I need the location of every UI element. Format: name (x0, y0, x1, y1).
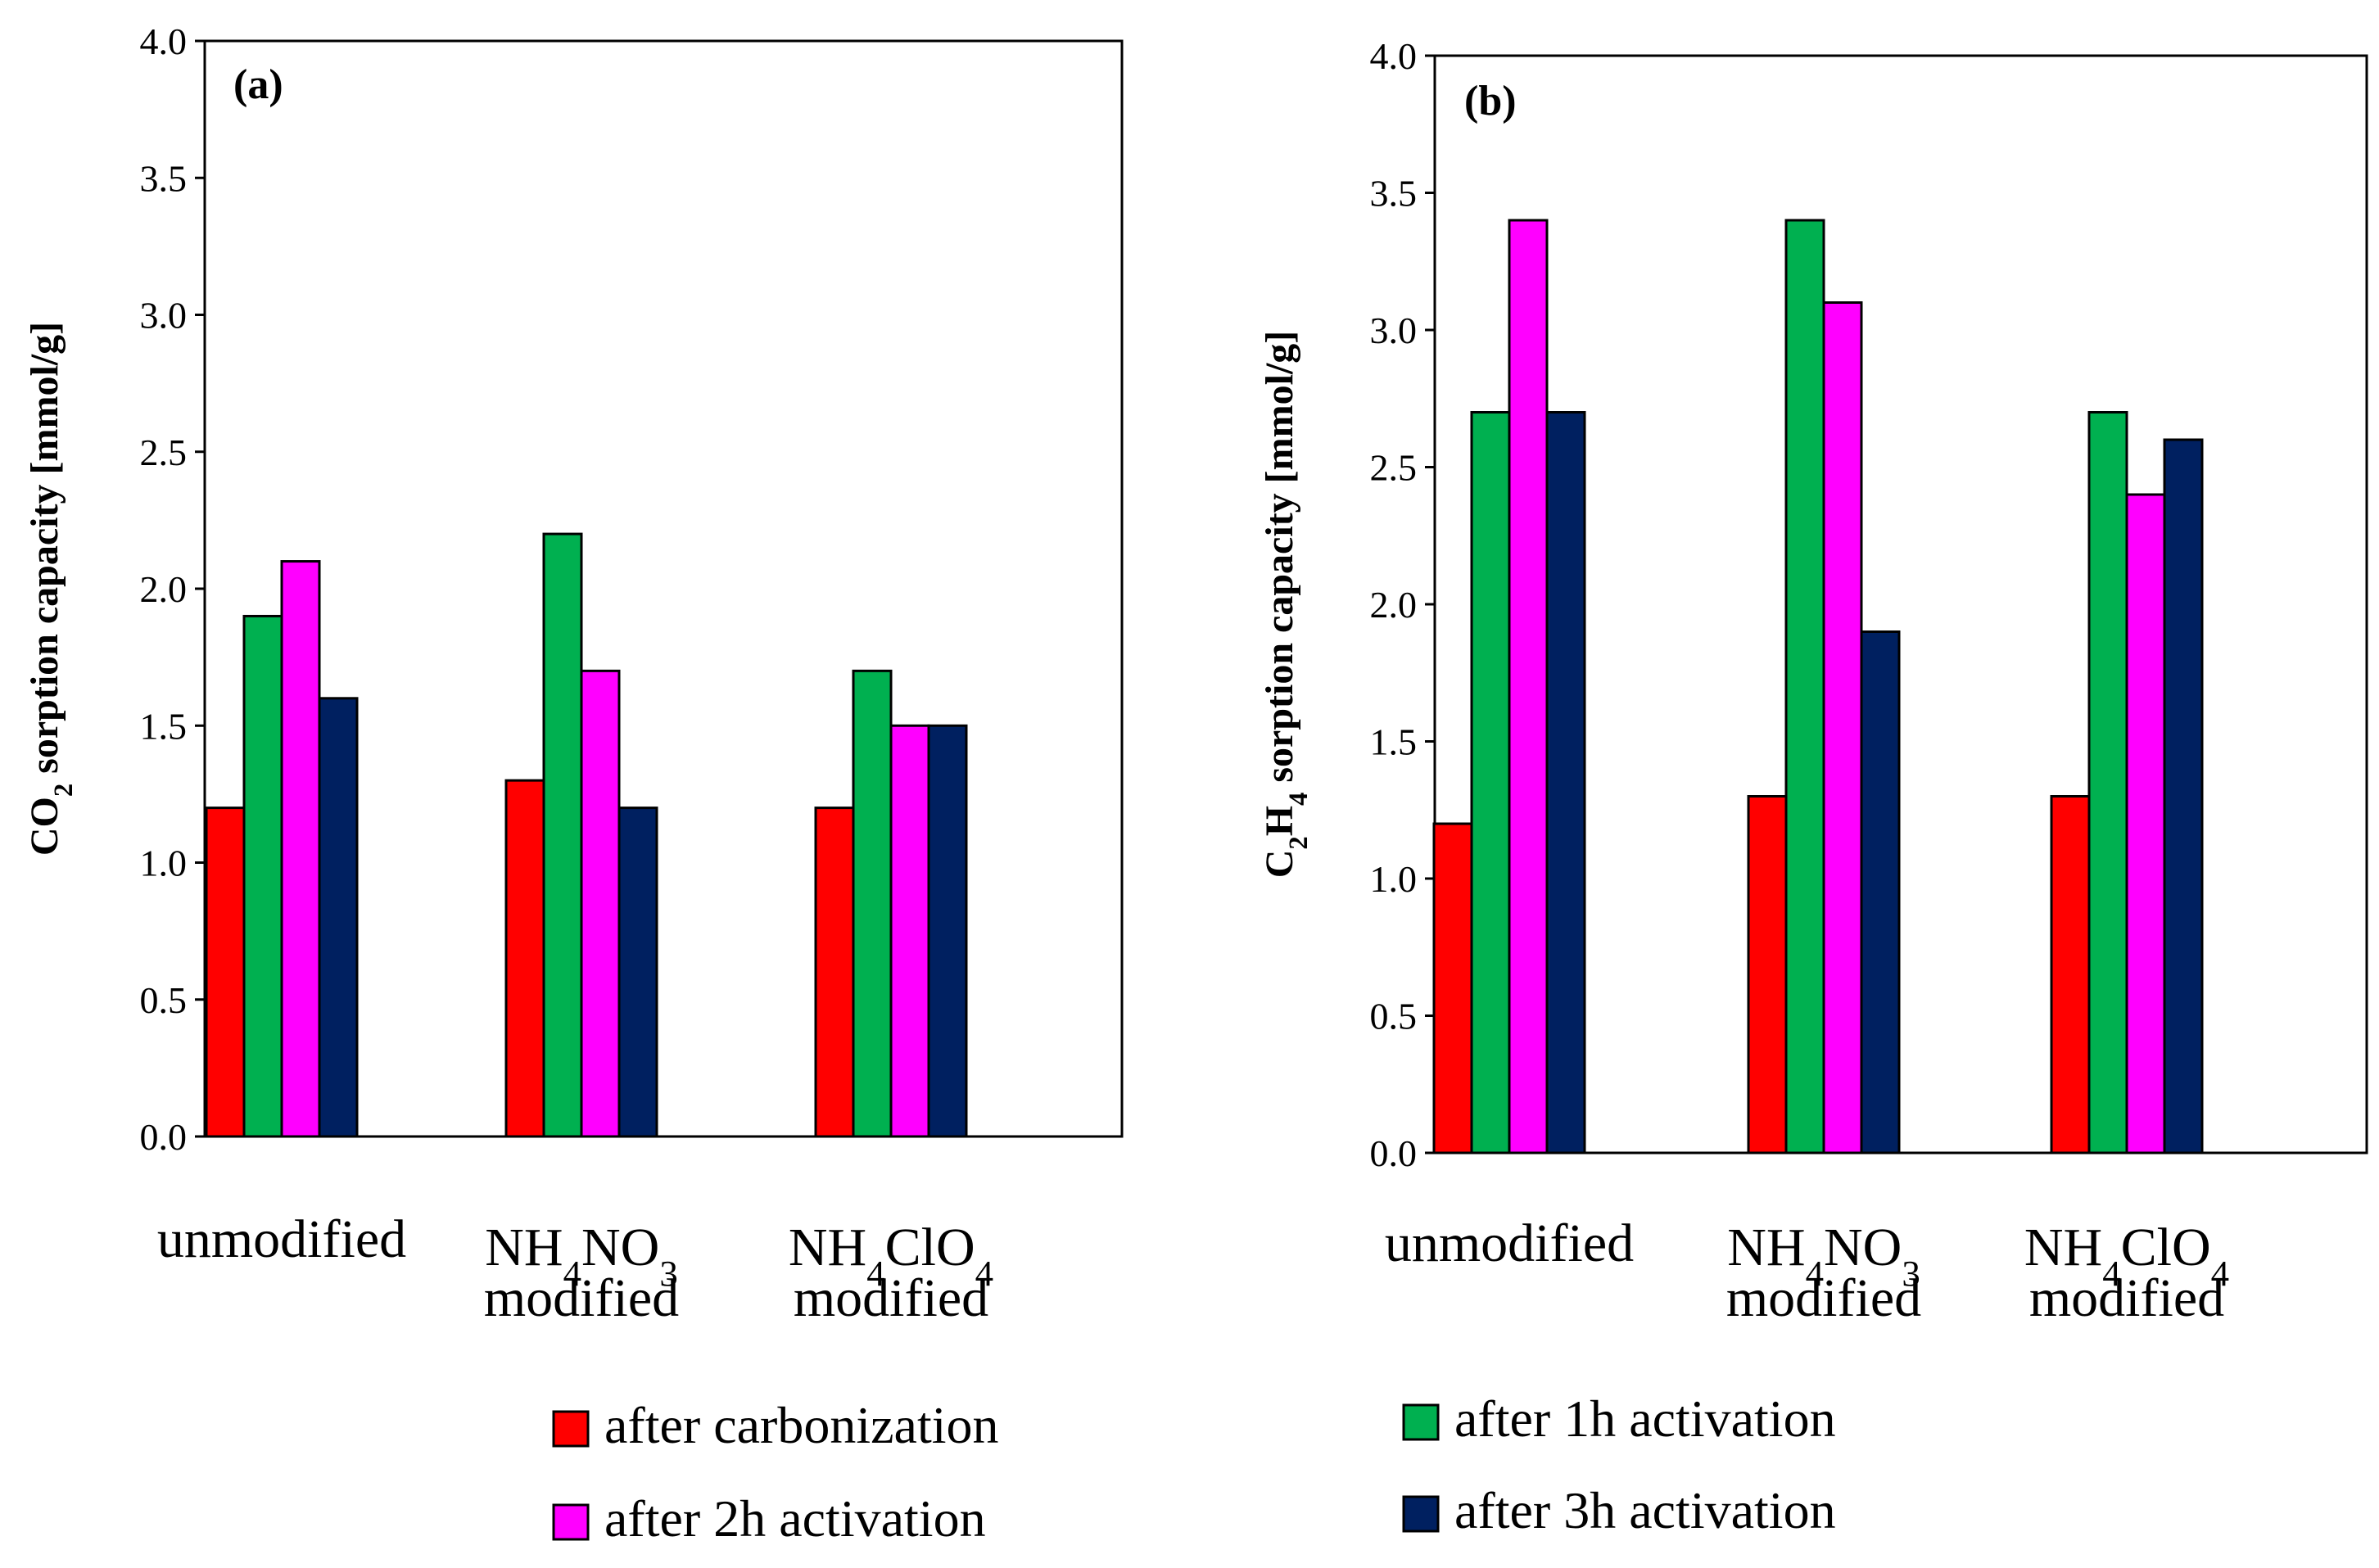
bar-after-2h-activation-3 (889, 724, 930, 1138)
y-tick-label: 0.5 (1370, 996, 1418, 1037)
y-tick-label: 0.0 (1370, 1132, 1418, 1174)
legend-swatch (1402, 1495, 1440, 1533)
y-tick-label: 4.0 (140, 20, 188, 62)
bar-after-carbonization-2 (504, 779, 545, 1138)
category-label: NH4NO3 (1727, 1218, 1920, 1294)
bar-after-1h-activation-2 (542, 532, 583, 1138)
y-tick-label: 3.5 (1370, 173, 1418, 215)
y-tick-label: 1.0 (140, 843, 188, 884)
panel-label: (a) (233, 61, 283, 108)
legend-swatch (552, 1410, 590, 1448)
legend-label: after 3h activation (1454, 1481, 1836, 1539)
bar-after-1h-activation-2 (1784, 219, 1825, 1155)
y-tick-label: 2.5 (1370, 447, 1418, 489)
bar-after-3h-activation-2 (1860, 630, 1901, 1155)
legend-label: after 1h activation (1454, 1390, 1836, 1448)
category-label: modified (794, 1268, 988, 1328)
y-axis-label: CO2 sorption capacity [mmol/g] (23, 322, 79, 856)
legend-label: after 2h activation (604, 1489, 986, 1548)
y-tick-label: 4.0 (1370, 35, 1418, 77)
category-label: modified (2029, 1268, 2224, 1328)
legend-swatch (552, 1503, 590, 1541)
category-label: modified (484, 1268, 679, 1328)
bar-after-3h-activation-2 (617, 807, 658, 1138)
bar-after-2h-activation-2 (580, 669, 621, 1138)
category-label: NH4ClO4 (2024, 1218, 2229, 1294)
chart-panel-b: 0.0 0.5 1.0 1.5 2.0 2.5 3.0 3.5 4.0 unmodified NH4… (1258, 35, 2368, 1328)
panel-label: (b) (1464, 78, 1517, 124)
bar-after-1h-activation-1 (242, 614, 283, 1138)
y-tick-label: 3.5 (140, 157, 188, 199)
y-tick-label: 2.0 (140, 568, 188, 610)
y-tick-label: 1.0 (1370, 858, 1418, 900)
y-tick-label: 1.5 (1370, 721, 1418, 763)
bar-after-3h-activation-1 (1545, 411, 1586, 1155)
y-tick-label: 2.0 (1370, 584, 1418, 626)
y-tick-label: 3.0 (140, 295, 188, 337)
bar-after-carbonization-3 (2050, 795, 2091, 1155)
y-axis-label: C2H4 sorption capacity [mmol/g] (1258, 331, 1314, 879)
y-tick-label: 1.5 (140, 705, 188, 747)
bar-after-2h-activation-1 (280, 560, 321, 1138)
bar-after-3h-activation-1 (318, 697, 359, 1138)
category-label: unmodified (157, 1209, 406, 1269)
bar-after-carbonization-3 (814, 807, 855, 1138)
category-label: NH4ClO4 (789, 1218, 993, 1294)
bar-after-2h-activation-1 (1508, 219, 1549, 1155)
bar-after-3h-activation-3 (2163, 438, 2204, 1155)
bar-after-2h-activation-2 (1822, 301, 1863, 1155)
y-tick-label: 0.0 (140, 1116, 188, 1158)
bar-after-1h-activation-3 (2087, 411, 2128, 1155)
legend-swatch (1402, 1403, 1440, 1441)
category-label: unmodified (1385, 1213, 1634, 1273)
bar-after-carbonization-1 (1432, 822, 1473, 1155)
bar-after-1h-activation-3 (852, 669, 893, 1138)
y-tick-label: 2.5 (140, 432, 188, 473)
bar-after-2h-activation-3 (2125, 493, 2166, 1155)
y-tick-label: 0.5 (140, 979, 188, 1021)
bar-after-1h-activation-1 (1470, 411, 1511, 1155)
y-tick-label: 3.0 (1370, 310, 1418, 351)
category-label: NH4NO3 (485, 1218, 678, 1294)
bar-after-carbonization-2 (1747, 795, 1788, 1155)
bar-after-carbonization-1 (205, 807, 246, 1138)
chart-panel-a: 0.0 0.5 1.0 1.5 2.0 2.5 3.0 3.5 4.0 unmodified NH4… (23, 20, 1124, 1328)
legend: after carbonization after 1h activation af… (552, 1390, 1836, 1548)
bar-after-3h-activation-3 (927, 724, 968, 1138)
legend-label: after carbonization (604, 1396, 999, 1454)
category-label: modified (1726, 1268, 1921, 1328)
